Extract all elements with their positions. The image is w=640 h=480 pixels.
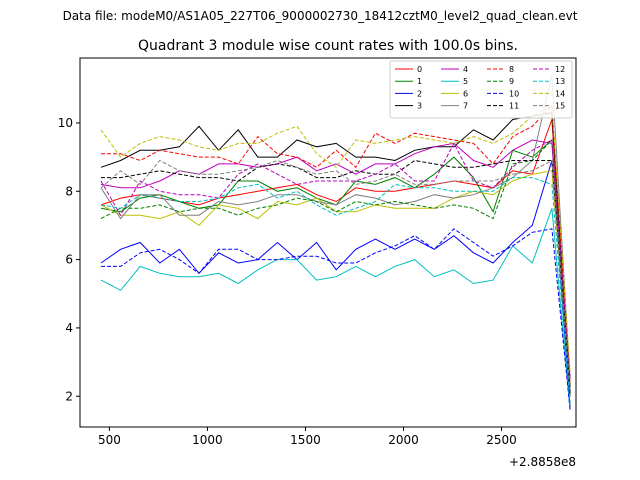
- legend-label: 9: [509, 77, 514, 86]
- legend-label: 12: [555, 65, 565, 74]
- legend-label: 14: [555, 89, 565, 98]
- series-line-14: [100, 105, 571, 373]
- legend-label: 6: [463, 89, 468, 98]
- series-line-10: [101, 228, 571, 410]
- y-tick-label: 10: [58, 116, 73, 130]
- series-line-3: [100, 112, 571, 393]
- series-line-13: [100, 177, 571, 404]
- y-tick-label: 4: [65, 321, 73, 335]
- chart-title: Quadrant 3 module wise count rates with …: [138, 38, 518, 54]
- x-tick-label: 500: [98, 433, 121, 447]
- y-tick-label: 2: [65, 389, 73, 403]
- legend-label: 2: [417, 89, 422, 98]
- axes-frame: [79, 57, 577, 428]
- x-tick-label: 2000: [388, 433, 419, 447]
- x-tick-label: 2500: [486, 433, 517, 447]
- legend-label: 11: [509, 102, 519, 111]
- legend-label: 10: [509, 89, 519, 98]
- legend-box: [389, 60, 573, 119]
- series-line-15: [100, 159, 571, 390]
- series-line-2: [100, 160, 571, 407]
- legend-label: 0: [417, 65, 422, 74]
- legend-label: 8: [509, 65, 514, 74]
- series-line-5: [100, 208, 571, 410]
- series-line-8: [101, 104, 571, 383]
- y-tick-label: 6: [65, 253, 73, 267]
- y-axis: 2 4 6 8 10: [58, 116, 80, 403]
- series-line-9: [100, 138, 571, 390]
- figure-suptitle: Data file: modeM0/AS1A05_227T06_90000027…: [63, 9, 578, 23]
- x-offset-label: +2.8858e8: [509, 455, 576, 469]
- x-tick-label: 1000: [192, 433, 223, 447]
- legend-label: 4: [463, 65, 468, 74]
- legend-label: 13: [555, 77, 565, 86]
- x-tick-label: 1500: [290, 433, 321, 447]
- legend-label: 1: [417, 77, 422, 86]
- series-line-12: [100, 139, 571, 376]
- series-line-11: [101, 159, 571, 387]
- y-tick-label: 8: [65, 184, 73, 198]
- plot-area: [100, 74, 571, 410]
- x-axis: 500 1000 1500 2000 2500: [98, 427, 517, 447]
- legend-label: 15: [555, 102, 565, 111]
- legend-label: 3: [417, 102, 422, 111]
- legend-label: 7: [463, 102, 468, 111]
- legend-label: 5: [463, 77, 468, 86]
